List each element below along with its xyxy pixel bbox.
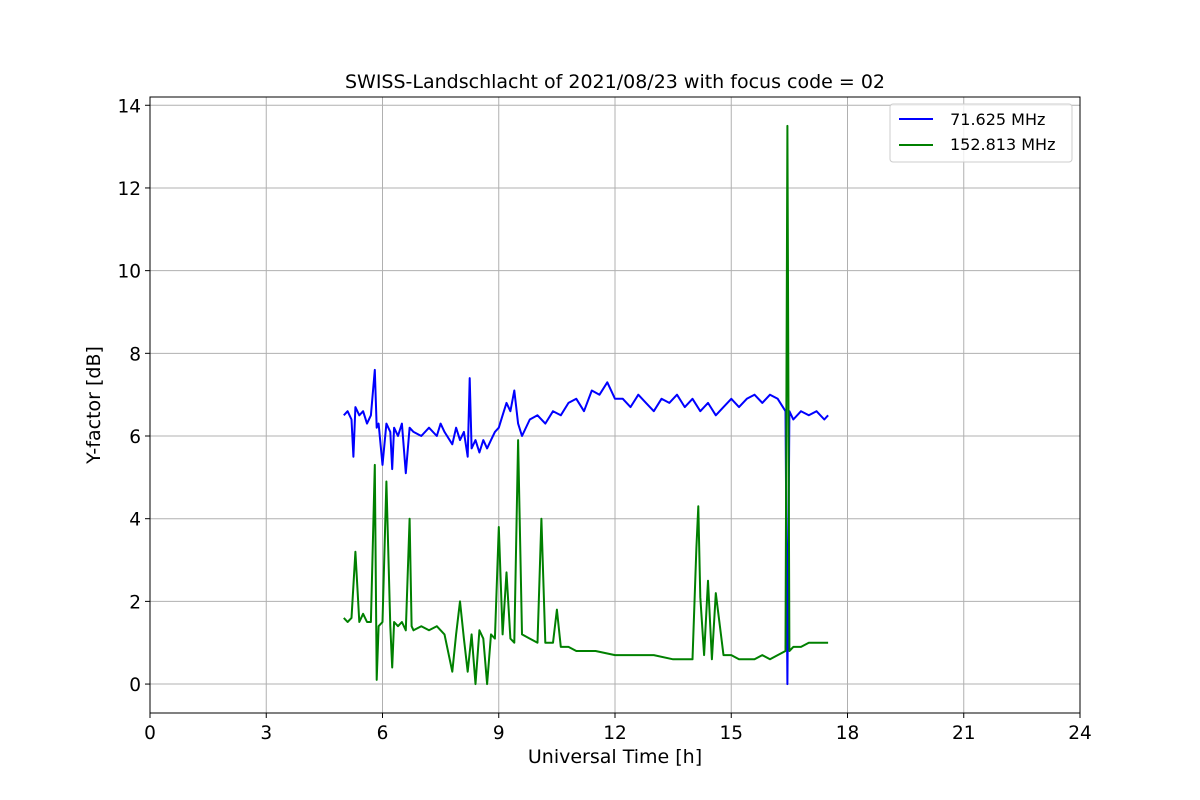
- y-tick-label: 4: [129, 510, 141, 531]
- x-tick-label: 21: [952, 723, 976, 744]
- x-tick-label: 24: [1068, 723, 1092, 744]
- x-tick-label: 15: [719, 723, 743, 744]
- x-tick-label: 0: [144, 723, 156, 744]
- legend-box: [889, 103, 1073, 163]
- legend-label-1: 71.625 MHz: [945, 110, 1045, 129]
- x-tick-label: 3: [260, 723, 272, 744]
- y-tick-label: 6: [129, 427, 141, 448]
- series-layer: [343, 124, 829, 686]
- legend-label-2: 152.813 MHz: [950, 135, 1055, 154]
- y-tick-label: 14: [117, 96, 141, 117]
- y-tick-label: 0: [129, 675, 141, 696]
- y-axis-ticks: 0 2 4 6 8 10 12 14: [117, 96, 150, 696]
- y-tick-label: 8: [129, 344, 141, 365]
- y-tick-label: 2: [129, 592, 141, 613]
- y-tick-label: 12: [117, 179, 141, 200]
- series-line-1: [343, 368, 829, 686]
- y-axis-label: Y-factor [dB]: [83, 346, 105, 465]
- y-tick-label: 10: [117, 262, 141, 283]
- chart-title: SWISS-Landschlacht of 2021/08/23 with fo…: [345, 71, 885, 93]
- x-tick-label: 12: [603, 723, 627, 744]
- series-line-2: [343, 124, 829, 686]
- x-tick-label: 9: [493, 723, 505, 744]
- x-axis-label: Universal Time [h]: [528, 746, 702, 768]
- x-tick-label: 6: [377, 723, 389, 744]
- x-axis-ticks: 0 3 6 9 12 15 18 21 24: [144, 713, 1092, 744]
- legend: 71.625 MHz 152.813 MHz: [889, 103, 1073, 163]
- x-tick-label: 18: [836, 723, 860, 744]
